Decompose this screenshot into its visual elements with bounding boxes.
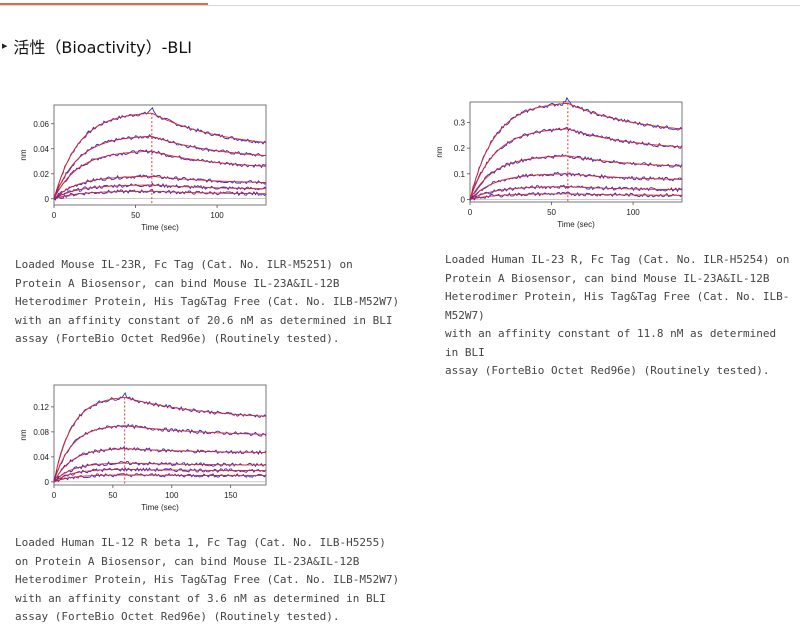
chart-2-xtick-label: 50 (547, 208, 556, 217)
chart-3-fit-curve-4 (53, 462, 266, 483)
chart-1-ytick-label: 0.02 (33, 170, 49, 179)
chart-3-caption: Loaded Human IL-12 R beta 1, Fc Tag (Cat… (15, 536, 400, 623)
chart-3-xlabel: Time (sec) (141, 503, 179, 512)
triangle-bullet-icon: ▶ (2, 42, 8, 50)
chart-1-raw-trace-1 (53, 106, 267, 199)
chart-2-fit-curve-1 (469, 102, 683, 200)
chart-1-xtick-label: 50 (131, 211, 140, 220)
chart-1-fit-curve-5 (53, 184, 267, 200)
chart-1-fit-curve-3 (53, 150, 267, 200)
chart-3-ytick-label: 0.12 (33, 403, 49, 412)
chart-1-xtick-label: 0 (52, 211, 57, 220)
chart-2-xtick-label: 0 (468, 208, 473, 217)
chart-3-fit-curve-6 (53, 474, 266, 483)
chart-3-fit-curve-1 (53, 397, 267, 482)
chart-2-ytick-label: 0 (461, 195, 466, 204)
chart-2-fit-curve-2 (469, 128, 683, 200)
chart-3-ylabel: nm (19, 429, 28, 440)
chart-2-ytick-label: 0.2 (454, 144, 466, 153)
bli-chart-2-svg: 0 0.1 0.2 0.3 0 50 100 Time (sec) nm (435, 96, 683, 229)
chart-1-fit-curve-4 (53, 175, 266, 200)
bli-chart-1: 0 0.02 0.04 0.06 0 50 100 Time (sec) nm (14, 95, 274, 245)
chart-3-raw-trace-1 (53, 392, 267, 481)
chart-3-xtick-label: 100 (165, 491, 179, 500)
chart-1-xlabel: Time (sec) (141, 223, 179, 232)
bli-chart-2: 0 0.1 0.2 0.3 0 50 100 Time (sec) nm (430, 92, 690, 242)
chart-1-ytick-label: 0 (45, 195, 50, 204)
chart-3-fit-curve-2 (53, 425, 267, 483)
top-divider (0, 5, 800, 6)
chart-1-raw-trace-5 (53, 182, 267, 199)
chart-2-raw-trace-2 (469, 126, 683, 200)
chart-3-ytick-label: 0.04 (33, 453, 49, 462)
bli-chart-3-svg: 0 0.04 0.08 0.12 0 50 100 150 Time (sec) nm (19, 384, 267, 512)
chart-1-caption: Loaded Mouse IL-23R, Fc Tag (Cat. No. IL… (15, 258, 400, 345)
active-tab-indicator (0, 3, 208, 5)
section-heading: ▶ 活性（Bioactivity）-BLI (2, 34, 192, 58)
chart-1-ylabel: nm (19, 149, 28, 160)
chart-2-xtick-label: 100 (626, 208, 640, 217)
chart-3-fit-curve-5 (53, 468, 266, 483)
chart-1-fit-curve-2 (53, 135, 267, 199)
chart-3-raw-trace-3 (53, 446, 267, 482)
chart-1-plot-frame (53, 104, 267, 206)
chart-2-fit-curve-3 (469, 155, 683, 200)
chart-3-fit-curve-3 (53, 448, 266, 483)
chart-3-xtick-label: 150 (224, 491, 238, 500)
chart-2-fit-curve-6 (469, 193, 682, 200)
chart-2-plot-frame (469, 101, 683, 203)
chart-2-ytick-label: 0.3 (454, 119, 466, 128)
chart-2-caption: Loaded Human IL-23 R, Fc Tag (Cat. No. I… (445, 253, 790, 377)
bli-chart-1-svg: 0 0.02 0.04 0.06 0 50 100 Time (sec) nm (19, 104, 267, 232)
bli-chart-3: 0 0.04 0.08 0.12 0 50 100 150 Time (sec) nm (14, 375, 274, 525)
chart-3-ytick-label: 0 (45, 478, 50, 487)
section-title-text: 活性（Bioactivity）-BLI (13, 38, 192, 57)
chart-2-fit-curve-5 (469, 186, 682, 200)
chart-3-xtick-label: 0 (52, 491, 57, 500)
chart-2-ytick-label: 0.1 (454, 170, 466, 179)
chart-2-raw-trace-4 (469, 171, 683, 200)
chart-1-raw-trace-6 (53, 189, 267, 201)
chart-1-ytick-label: 0.06 (33, 120, 49, 129)
chart-1-xtick-label: 100 (210, 211, 224, 220)
chart-1-ytick-label: 0.04 (33, 145, 49, 154)
chart-1-fit-curve-1 (53, 112, 267, 199)
chart-2-fit-curve-4 (469, 173, 682, 200)
chart-1-fit-curve-6 (53, 190, 267, 200)
chart-3-ytick-label: 0.08 (33, 428, 49, 437)
chart-2-xlabel: Time (sec) (557, 220, 595, 229)
chart-3-xtick-label: 50 (108, 491, 117, 500)
chart-2-ylabel: nm (435, 146, 444, 157)
